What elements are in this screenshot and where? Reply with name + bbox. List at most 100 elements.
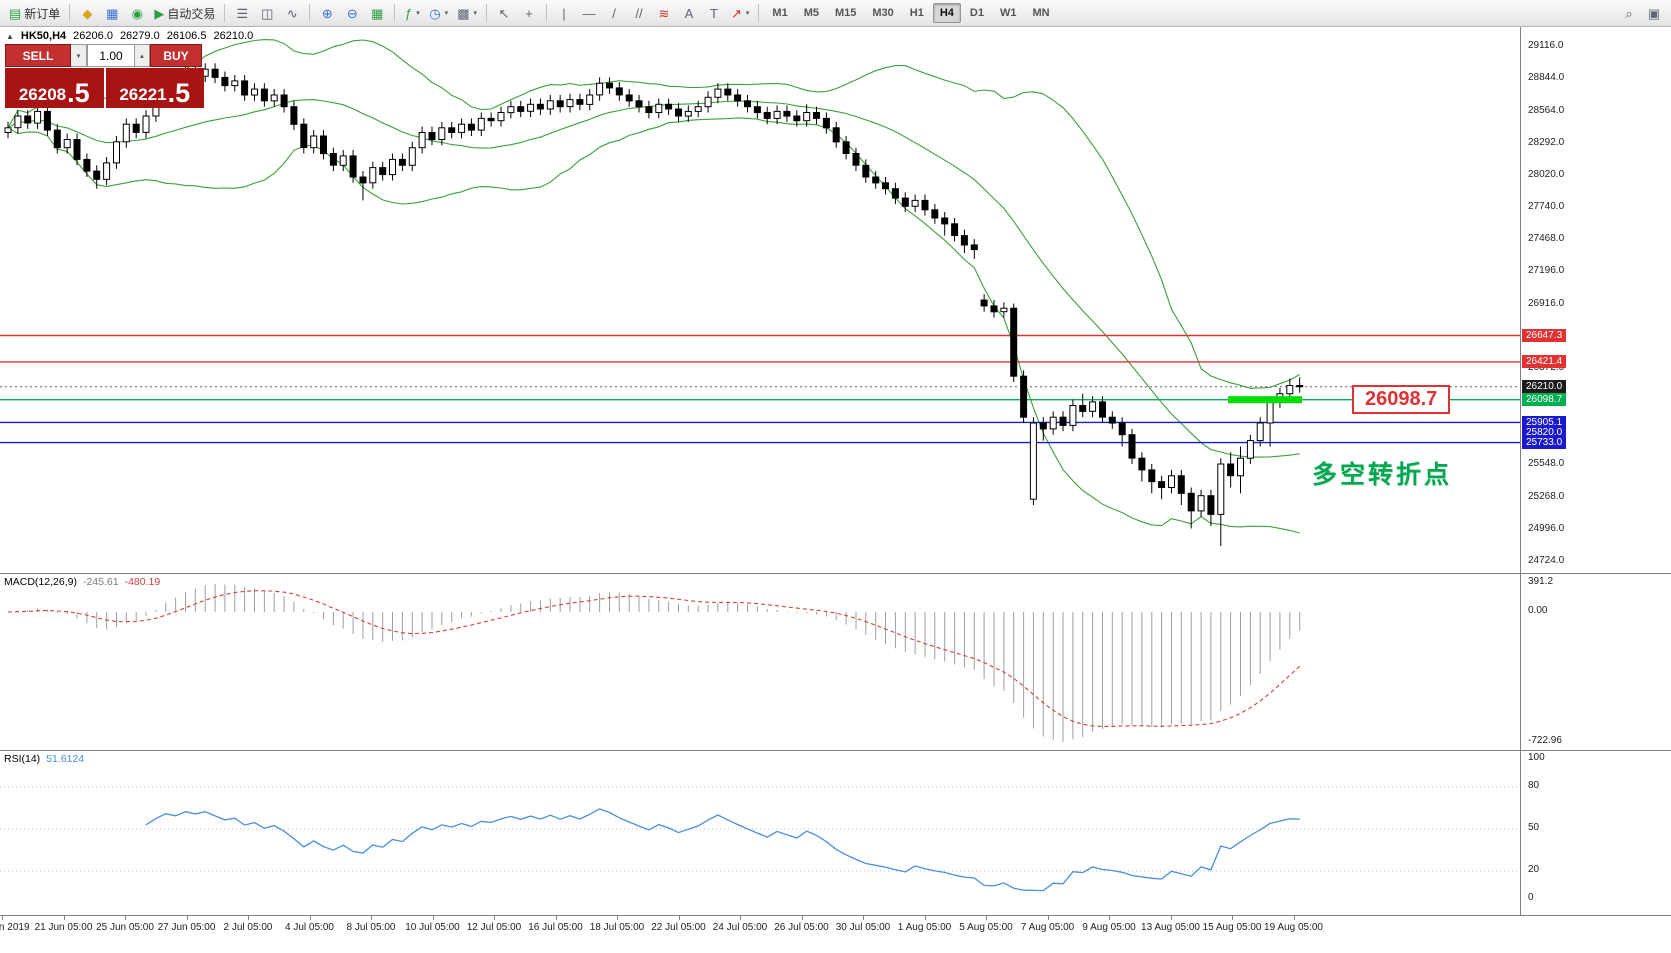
time-axis-tick — [432, 916, 434, 920]
timeframe-mn[interactable]: MN — [1025, 3, 1056, 23]
candlestick-chart-button[interactable]: ◫ — [255, 2, 279, 24]
auto-trading-label: 自动交易 — [167, 6, 216, 21]
crosshair-icon: + — [525, 5, 533, 21]
volume-input[interactable] — [87, 44, 135, 67]
rsi-pane[interactable]: RSI(14) 51.6124 — [0, 750, 1671, 915]
market-watch-button[interactable]: ◆ — [75, 2, 99, 24]
candlestick-chart-icon: ◫ — [261, 5, 274, 21]
time-axis-label: 2 Jul 05:00 — [223, 922, 273, 933]
fibonacci-button[interactable]: ≋ — [652, 2, 676, 24]
price-axis-label: 27740.0 — [1528, 201, 1565, 213]
price-axis-label: 29116.0 — [1528, 40, 1564, 52]
time-axis-tick — [186, 916, 188, 920]
new-order-button[interactable]: ▤ 新订单 — [5, 2, 64, 24]
macd-axis-label: 391.2 — [1528, 576, 1554, 587]
time-axis-label: 10 Jul 05:00 — [405, 922, 460, 933]
macd-signal-line — [7, 590, 1301, 728]
time-axis-label: 25 Jun 05:00 — [96, 922, 154, 933]
trendline-button[interactable]: / — [602, 2, 626, 24]
arrows-icon: ↗ — [731, 5, 742, 21]
periods-button[interactable]: ◷ ▾ — [425, 2, 452, 24]
data-window-button[interactable]: ▦ — [100, 2, 124, 24]
panels-button[interactable]: ▣ — [1642, 2, 1666, 24]
arrows-button[interactable]: ↗ ▾ — [727, 2, 753, 24]
time-axis-label: 19 Jun 2019 — [0, 922, 30, 933]
search-button[interactable]: ⌕ — [1617, 2, 1641, 24]
macd-chart[interactable] — [0, 574, 1520, 750]
toolbar-separator — [546, 4, 547, 22]
time-axis-tick — [924, 916, 926, 920]
macd-pane[interactable]: MACD(12,26,9) -245.61 -480.19 — [0, 573, 1671, 750]
ohlc-low: 26106.5 — [166, 30, 207, 42]
vertical-line-icon: | — [562, 5, 566, 21]
price-axis[interactable]: 29116.0 28844.0 28564.0 28292.0 28020.0 27740… — [1520, 27, 1671, 916]
toolbar-separator — [69, 4, 71, 22]
time-axis-label: 5 Aug 05:00 — [959, 922, 1013, 933]
order-type-dropdown[interactable]: ▾ — [71, 44, 87, 67]
zoom-out-button[interactable]: ⊖ — [340, 2, 364, 24]
macd-name: MACD(12,26,9) — [4, 576, 77, 588]
time-axis-tick — [617, 916, 618, 920]
timeframe-h1[interactable]: H1 — [903, 3, 931, 23]
templates-button[interactable]: ▩ ▾ — [453, 2, 481, 24]
price-callout[interactable]: 26098.7 — [1352, 384, 1451, 414]
caret-down-icon: ▾ — [745, 10, 750, 17]
tile-windows-button[interactable]: ▦ — [365, 2, 389, 24]
macd-histogram — [17, 584, 1301, 742]
volume-stepper[interactable]: ▴ — [135, 44, 150, 67]
time-axis-tick — [494, 916, 495, 920]
timeframe-m1[interactable]: M1 — [765, 3, 794, 23]
sell-button[interactable]: SELL — [5, 44, 71, 67]
cursor-button[interactable]: ↖ — [492, 2, 516, 24]
price-line-badge: 25820.0 — [1522, 425, 1567, 439]
time-axis-tick — [863, 916, 864, 920]
rsi-axis-label: 0 — [1528, 892, 1534, 903]
time-axis-tick — [1170, 916, 1172, 920]
timeframe-w1[interactable]: W1 — [993, 3, 1024, 23]
label-button[interactable]: T — [702, 2, 726, 24]
buy-price[interactable]: 26221 .5 — [105, 68, 204, 109]
new-order-icon: ▤ — [9, 5, 22, 21]
time-axis-tick — [1293, 916, 1295, 920]
rsi-axis[interactable]: 100 80 50 20 0 — [1521, 750, 1671, 915]
buy-button[interactable]: BUY — [150, 44, 202, 67]
zoom-in-button[interactable]: ⊕ — [315, 2, 339, 24]
vertical-line-button[interactable]: | — [552, 2, 576, 24]
time-axis-tick — [801, 916, 803, 920]
time-axis-label: 15 Aug 05:00 — [1202, 922, 1262, 933]
navigator-button[interactable]: ◉ — [125, 2, 149, 24]
market-watch-icon: ◆ — [82, 5, 93, 21]
time-axis-label: 21 Jun 05:00 — [34, 922, 93, 933]
crosshair-button[interactable]: + — [517, 2, 541, 24]
bar-chart-button[interactable]: ☰ — [230, 2, 254, 24]
text-button[interactable]: A — [677, 2, 701, 24]
main-chart-pane[interactable]: ▲ HK50,H4 26206.0 26279.0 26106.5 26210.… — [0, 27, 1671, 573]
timeframe-d1[interactable]: D1 — [963, 3, 991, 23]
time-axis-tick — [740, 916, 741, 920]
label-icon: T — [710, 5, 718, 21]
buy-price-frac: .5 — [167, 78, 191, 109]
highlight-segment[interactable] — [1228, 396, 1302, 404]
price-axis-label: 27196.0 — [1528, 265, 1565, 277]
time-axis-label: 7 Aug 05:00 — [1020, 922, 1075, 933]
auto-trading-button[interactable]: ▶ 自动交易 — [150, 2, 219, 24]
line-chart-button[interactable]: ∿ — [280, 2, 304, 24]
rsi-axis-label: 80 — [1528, 780, 1540, 791]
rsi-chart[interactable] — [0, 751, 1520, 915]
macd-axis[interactable]: 391.2 0.00 -722.96 — [1521, 573, 1671, 750]
indicators-button[interactable]: ƒ ▾ — [400, 2, 424, 24]
bar-chart-icon: ☰ — [236, 5, 249, 21]
timeframe-m30[interactable]: M30 — [865, 3, 900, 23]
caret-down-icon: ▾ — [416, 10, 420, 17]
timeframe-h4[interactable]: H4 — [932, 3, 961, 23]
candlestick-chart[interactable] — [0, 27, 1520, 573]
symbol-marker-icon: ▲ — [6, 31, 14, 41]
channel-button[interactable]: // — [627, 2, 651, 24]
horizontal-line-button[interactable]: — — [577, 2, 601, 24]
time-axis-tick — [1232, 916, 1233, 920]
turning-point-note[interactable]: 多空转折点 — [1312, 460, 1453, 489]
timeframe-m5[interactable]: M5 — [797, 3, 826, 23]
sell-price[interactable]: 26208 .5 — [5, 68, 104, 108]
timeframe-m15[interactable]: M15 — [828, 3, 863, 23]
